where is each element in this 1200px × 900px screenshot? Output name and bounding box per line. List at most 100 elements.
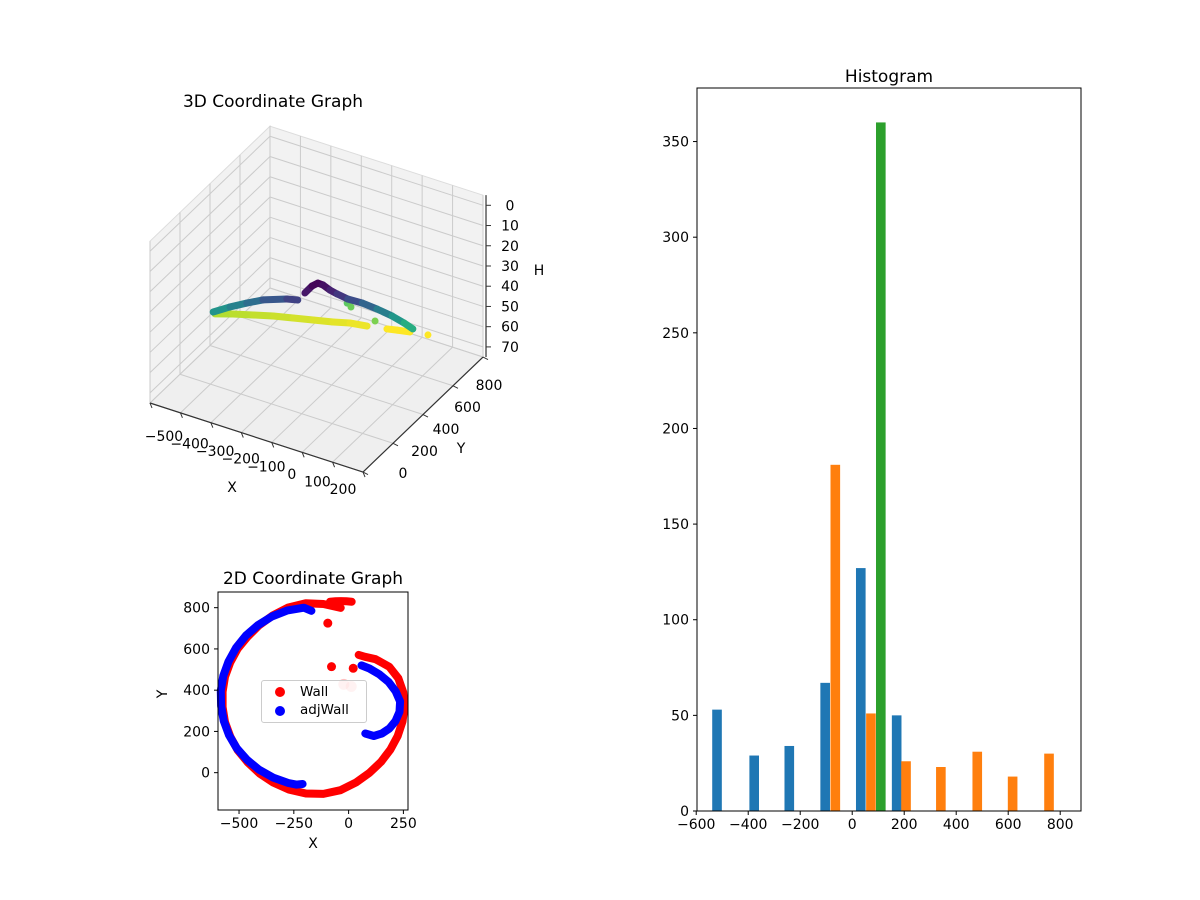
z3d-tick-label: 40 bbox=[501, 279, 519, 295]
x3d-tick bbox=[301, 452, 305, 458]
scatter3d-dot bbox=[347, 303, 355, 311]
x3d-tick-label: 200 bbox=[330, 482, 357, 498]
x3d-tick-label: 0 bbox=[287, 467, 296, 483]
y3d-tick-label: 600 bbox=[454, 400, 481, 416]
grid-line bbox=[149, 257, 271, 374]
z3d-tick-label: 50 bbox=[501, 299, 519, 315]
hist-xtick-label: −200 bbox=[781, 817, 819, 833]
scatter3d-segment bbox=[393, 326, 414, 336]
y3d-tick bbox=[422, 414, 429, 418]
grid-line bbox=[269, 257, 484, 328]
hist-bar bbox=[1007, 776, 1018, 811]
histogram-group: −600 −400 −200 0 200 400 600 800 0 50 100 150 200 250… bbox=[662, 87, 1082, 833]
x3d-tick-label: −200 bbox=[221, 452, 259, 468]
plot2d-yaxis-label: Y bbox=[155, 689, 171, 699]
hist-bar bbox=[972, 751, 983, 811]
scatter-run-adjWall bbox=[357, 661, 405, 740]
histogram-title: Histogram bbox=[844, 67, 934, 87]
hist-ytick-label: 100 bbox=[662, 613, 689, 629]
hist-xtick-label: 600 bbox=[995, 817, 1022, 833]
legend-item-adjwall: adjWall bbox=[275, 701, 366, 718]
grid-line bbox=[269, 156, 484, 227]
grid-line bbox=[149, 277, 271, 394]
y3d-tick-label: 0 bbox=[399, 466, 408, 482]
plot3d-zaxis-label: H bbox=[533, 263, 545, 279]
grid-line bbox=[239, 316, 454, 387]
z3d-tick-label: 0 bbox=[506, 198, 515, 214]
hist-xtick-label: −400 bbox=[729, 817, 767, 833]
plot2d-xtick-label: 250 bbox=[390, 816, 417, 832]
hist-bar bbox=[712, 709, 722, 811]
plot3d-xaxis-label: X bbox=[227, 480, 237, 496]
grid-line bbox=[269, 216, 484, 287]
grid-line bbox=[149, 196, 271, 313]
x3d-tick bbox=[210, 422, 214, 428]
z3d-tick-label: 30 bbox=[501, 259, 519, 275]
grid-line bbox=[149, 176, 271, 293]
scatter3d-dot bbox=[424, 331, 432, 339]
hist-ytick-label: 200 bbox=[662, 421, 689, 437]
plot2d-axes-frame bbox=[217, 591, 409, 811]
plot2d-xtick-label: −500 bbox=[220, 816, 258, 832]
plot2d-ytick-label: 600 bbox=[183, 642, 210, 658]
hist-bar bbox=[820, 682, 830, 811]
x3d-tick-label: −400 bbox=[170, 437, 208, 453]
grid-line bbox=[149, 237, 271, 353]
scatter3d-segment bbox=[400, 319, 417, 333]
x3d-tick bbox=[240, 432, 244, 438]
grid-line bbox=[149, 156, 271, 272]
plot3d-title: 3D Coordinate Graph bbox=[182, 92, 364, 112]
hist-bar bbox=[901, 761, 911, 811]
hist-bar bbox=[891, 715, 902, 811]
x3d-tick bbox=[332, 461, 336, 468]
scatter-dot-Wall bbox=[348, 663, 358, 673]
scatter3d-dot bbox=[371, 317, 379, 325]
hist-ytick-label: 0 bbox=[680, 804, 689, 820]
grid-line bbox=[269, 236, 484, 307]
scatter-dot-Wall bbox=[323, 618, 333, 628]
axis3d-spine bbox=[149, 402, 364, 473]
plot2d-title: 2D Coordinate Graph bbox=[222, 569, 404, 589]
scatter3d-segment bbox=[283, 295, 302, 304]
grid-line bbox=[209, 345, 424, 415]
plot2d-ytick-label: 0 bbox=[201, 766, 210, 782]
z3d-tick-label: 70 bbox=[501, 340, 519, 356]
grid-line bbox=[269, 196, 484, 267]
scatter3d-segment bbox=[346, 319, 371, 330]
hist-bar bbox=[855, 568, 866, 811]
hist-xtick-label: 200 bbox=[891, 817, 918, 833]
plot3d-group: −500−400−300−200−100 0 1002000200400600800… bbox=[145, 125, 519, 498]
y3d-tick-label: 400 bbox=[433, 422, 460, 438]
plot2d-xaxis-label: X bbox=[308, 836, 318, 852]
x3d-tick bbox=[362, 471, 366, 478]
grid-line bbox=[149, 216, 271, 333]
plot2d-xtick-label: −250 bbox=[275, 816, 313, 832]
plot3d-yaxis-label: Y bbox=[456, 441, 466, 457]
scatter3d-segment bbox=[259, 295, 291, 304]
y3d-tick bbox=[452, 385, 459, 389]
x3d-tick bbox=[179, 412, 183, 419]
hist-bar bbox=[866, 713, 876, 811]
x3d-tick bbox=[271, 442, 275, 448]
hist-bar bbox=[830, 464, 841, 811]
hist-bar bbox=[749, 755, 760, 811]
legend-label-wall: Wall bbox=[300, 683, 329, 700]
legend: Wall adjWall bbox=[261, 680, 367, 723]
hist-bar bbox=[784, 745, 795, 811]
plot2d-ytick-label: 200 bbox=[183, 724, 210, 740]
hist-xtick-label: −600 bbox=[677, 817, 715, 833]
legend-item-wall: Wall bbox=[275, 683, 366, 700]
z3d-tick-label: 60 bbox=[501, 320, 519, 336]
y3d-tick bbox=[482, 356, 489, 360]
hist-ytick-label: 350 bbox=[662, 135, 689, 151]
hist-bar bbox=[936, 767, 946, 811]
legend-label-adjwall: adjWall bbox=[300, 701, 349, 718]
y3d-tick-label: 200 bbox=[411, 444, 438, 460]
grid-line bbox=[179, 373, 394, 444]
hist-axes-frame bbox=[696, 87, 1082, 812]
y3d-tick bbox=[392, 442, 399, 447]
wall-marker-icon bbox=[275, 687, 285, 698]
hist-ytick-label: 250 bbox=[662, 326, 689, 342]
